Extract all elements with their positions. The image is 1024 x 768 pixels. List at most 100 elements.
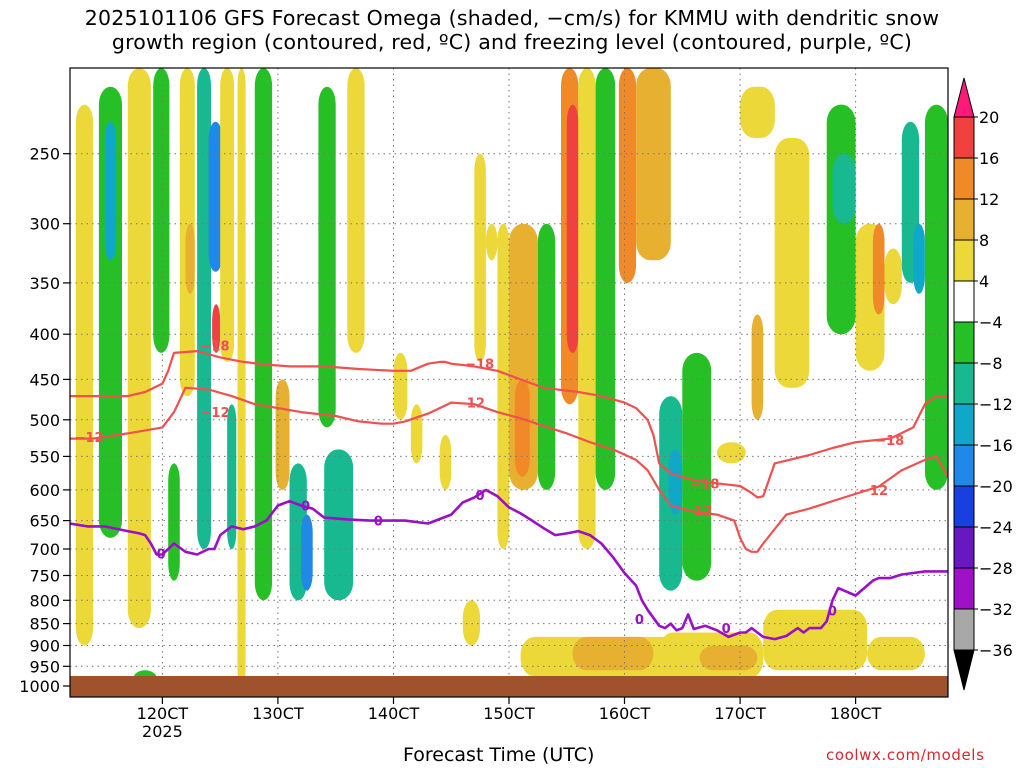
omega-cell-45 [832, 153, 856, 224]
omega-cell-47 [872, 223, 885, 315]
contour-label-14: 0 [722, 622, 731, 637]
y-tick-label-650: 650 [29, 512, 60, 531]
omega-shading [75, 68, 948, 686]
x-tick-sublabel-year: 2025 [142, 722, 183, 741]
credit-text: coolwx.com/models [826, 746, 985, 764]
omega-cell-13 [237, 68, 246, 686]
contour-label-2: −12 [75, 431, 104, 446]
omega-cell-22 [410, 404, 423, 464]
y-tick-label-450: 450 [29, 370, 60, 389]
colorbar-label-5: −4 [979, 313, 1003, 332]
colorbar: 20 16 12 8 4 −4 −8 −12 −16 −20 −24 −28 −32 −36 [953, 77, 1013, 691]
omega-cell-32 [566, 104, 579, 353]
omega-cell-18 [318, 86, 336, 428]
colorbar-swatch-5 [953, 321, 975, 364]
colorbar-swatch-2 [953, 198, 975, 241]
omega-cell-20 [347, 68, 365, 353]
y-tick-label-500: 500 [29, 411, 60, 430]
omega-cell-5 [168, 463, 180, 581]
omega-cell-19 [324, 449, 354, 601]
omega-cell-40 [716, 442, 746, 464]
y-tick-label-1000: 1000 [19, 677, 60, 696]
contour-lines: −18 −12 −12 −18 −12 −18 −12 −18 −12 0 0 0 0 0 0 0 [70, 340, 948, 641]
contour-line-0 [70, 350, 948, 499]
y-tick-label-250: 250 [29, 145, 60, 164]
omega-cell-48 [884, 248, 902, 305]
colorbar-swatch-12 [953, 608, 975, 651]
y-tick-label-950: 950 [29, 657, 60, 676]
y-tick-label-750: 750 [29, 567, 60, 586]
omega-cell-17 [301, 514, 313, 591]
omega-cell-30 [537, 223, 556, 490]
omega-cell-43 [774, 138, 810, 388]
x-tick-label-160CT: 160CT [599, 704, 651, 723]
colorbar-label-13: −36 [979, 641, 1013, 660]
contour-label-8: −12 [859, 484, 888, 499]
y-tick-label-850: 850 [29, 615, 60, 634]
omega-cell-29 [514, 379, 530, 477]
colorbar-swatch-0 [953, 116, 975, 159]
y-axis: 250 300 350 400 450 500 550 600 650 700 750 800 850 9… [19, 145, 70, 696]
colorbar-label-3: 8 [979, 231, 989, 250]
omega-cell-7 [185, 223, 195, 294]
colorbar-swatch-11 [953, 567, 975, 610]
colorbar-label-4: 4 [979, 272, 989, 291]
y-tick-label-300: 300 [29, 215, 60, 234]
x-axis-title: Forecast Time (UTC) [403, 744, 595, 766]
y-tick-label-550: 550 [29, 447, 60, 466]
omega-cell-8 [197, 68, 211, 549]
omega-cell-9 [208, 121, 223, 272]
colorbar-swatch-8 [953, 444, 975, 487]
contour-label-0: −18 [201, 340, 230, 355]
x-tick-label-120CT: 120CT [137, 704, 189, 723]
colorbar-label-6: −8 [979, 354, 1003, 373]
contour-label-9: 0 [301, 500, 310, 515]
omega-cell-15 [275, 379, 290, 490]
y-tick-label-400: 400 [29, 325, 60, 344]
colorbar-swatch-6 [953, 362, 975, 405]
omega-cell-25 [474, 153, 486, 362]
colorbar-label-9: −20 [979, 477, 1013, 496]
contour-label-6: −12 [683, 504, 712, 519]
x-tick-label-150CT: 150CT [483, 704, 535, 723]
omega-cell-51 [924, 104, 948, 490]
contour-label-7: −18 [875, 434, 904, 449]
colorbar-swatch-9 [953, 485, 975, 528]
omega-cell-0 [75, 104, 94, 646]
omega-cell-53 [572, 636, 654, 671]
contour-label-10: 0 [374, 515, 383, 530]
title-line-2: growth region (contoured, red, ºC) and f… [111, 30, 913, 54]
omega-cell-41 [740, 86, 775, 138]
colorbar-label-10: −24 [979, 518, 1013, 537]
x-tick-label-180CT: 180CT [830, 704, 882, 723]
omega-cell-23 [439, 434, 452, 490]
contour-label-3: −18 [465, 358, 494, 373]
contour-label-15: 0 [828, 605, 837, 620]
y-tick-label-350: 350 [29, 274, 60, 293]
contour-label-11: 0 [157, 547, 166, 562]
contour-label-4: −12 [456, 397, 485, 412]
colorbar-label-1: 16 [979, 149, 999, 168]
contour-label-12: 0 [476, 489, 485, 504]
chart-title: 2025101106 GFS Forecast Omega (shaded, −… [0, 6, 1024, 54]
x-tick-label-130CT: 130CT [252, 704, 304, 723]
contour-label-1: −12 [201, 406, 230, 421]
omega-cell-10 [212, 304, 221, 353]
colorbar-label-11: −28 [979, 559, 1013, 578]
omega-cell-36 [636, 68, 671, 261]
omega-cell-27 [497, 223, 509, 549]
omega-cell-26 [485, 223, 498, 261]
colorbar-cap-bottom [953, 649, 975, 691]
colorbar-swatch-4 [953, 280, 975, 323]
colorbar-label-2: 12 [979, 190, 999, 209]
omega-cell-50 [913, 223, 925, 294]
contour-line-2 [70, 488, 948, 641]
omega-cell-55 [699, 645, 758, 671]
ground-surface [70, 676, 948, 697]
omega-cell-35 [618, 68, 637, 283]
omega-cell-38 [668, 449, 683, 515]
y-tick-label-600: 600 [29, 481, 60, 500]
colorbar-swatch-7 [953, 403, 975, 446]
